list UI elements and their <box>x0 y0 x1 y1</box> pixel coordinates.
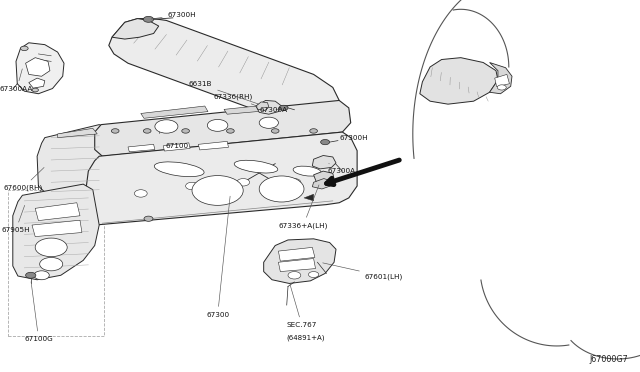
Polygon shape <box>141 106 208 118</box>
Text: 67600(RH): 67600(RH) <box>3 167 44 191</box>
Polygon shape <box>495 74 509 87</box>
Circle shape <box>34 271 49 280</box>
Circle shape <box>288 179 301 186</box>
Polygon shape <box>312 155 336 169</box>
Polygon shape <box>312 179 330 189</box>
Text: 67300H: 67300H <box>332 135 368 142</box>
Circle shape <box>279 105 288 110</box>
Polygon shape <box>13 184 99 280</box>
Circle shape <box>143 129 151 133</box>
Circle shape <box>26 272 36 278</box>
Circle shape <box>237 179 250 186</box>
Circle shape <box>40 257 63 271</box>
Circle shape <box>259 176 304 202</box>
Polygon shape <box>128 144 155 152</box>
Circle shape <box>20 46 28 51</box>
Polygon shape <box>256 102 269 110</box>
Text: 67100: 67100 <box>165 143 188 149</box>
Polygon shape <box>37 125 109 203</box>
Circle shape <box>111 129 119 133</box>
Polygon shape <box>35 203 80 221</box>
Polygon shape <box>58 128 97 138</box>
Circle shape <box>186 182 198 190</box>
Polygon shape <box>490 62 512 94</box>
Circle shape <box>259 117 278 128</box>
Text: J67000G7: J67000G7 <box>589 355 628 364</box>
Text: 67100G: 67100G <box>24 282 53 343</box>
Circle shape <box>288 272 301 279</box>
Polygon shape <box>256 100 282 114</box>
Polygon shape <box>16 43 64 94</box>
Polygon shape <box>304 194 314 201</box>
Polygon shape <box>109 19 339 124</box>
Circle shape <box>182 129 189 133</box>
Polygon shape <box>264 239 336 283</box>
Polygon shape <box>278 259 316 272</box>
Text: 67300H: 67300H <box>151 12 196 19</box>
Polygon shape <box>198 141 228 150</box>
Ellipse shape <box>234 160 278 173</box>
Text: 67300AA: 67300AA <box>0 69 33 92</box>
Text: (64891+A): (64891+A) <box>287 334 325 341</box>
Circle shape <box>321 140 330 145</box>
Text: 67300: 67300 <box>206 196 230 318</box>
Circle shape <box>155 120 178 133</box>
Circle shape <box>271 129 279 133</box>
Polygon shape <box>420 58 498 104</box>
Polygon shape <box>224 104 278 114</box>
Circle shape <box>144 216 153 221</box>
Polygon shape <box>112 19 159 39</box>
Polygon shape <box>29 78 45 88</box>
Circle shape <box>32 88 38 92</box>
Circle shape <box>134 190 147 197</box>
Polygon shape <box>95 100 351 156</box>
Circle shape <box>207 119 228 131</box>
Circle shape <box>308 272 319 278</box>
Polygon shape <box>278 247 315 261</box>
Circle shape <box>192 176 243 205</box>
Ellipse shape <box>293 166 321 176</box>
Polygon shape <box>84 132 357 225</box>
Polygon shape <box>314 171 334 183</box>
Text: 67336(RH): 67336(RH) <box>213 94 257 106</box>
Circle shape <box>35 238 67 257</box>
Text: 6631B: 6631B <box>189 81 259 104</box>
Text: 67300A: 67300A <box>328 164 356 174</box>
Circle shape <box>310 129 317 133</box>
Circle shape <box>143 16 154 22</box>
Text: 67300A: 67300A <box>259 108 287 113</box>
Text: 67905H: 67905H <box>1 205 30 234</box>
Polygon shape <box>26 58 50 76</box>
Text: 67336+A(LH): 67336+A(LH) <box>278 185 328 229</box>
Polygon shape <box>32 220 82 237</box>
Polygon shape <box>163 143 190 151</box>
Bar <box>8 190 104 336</box>
Circle shape <box>227 129 234 133</box>
Text: SEC.767: SEC.767 <box>287 285 317 328</box>
Text: 67601(LH): 67601(LH) <box>323 263 403 280</box>
Circle shape <box>497 85 506 90</box>
Ellipse shape <box>154 162 204 177</box>
